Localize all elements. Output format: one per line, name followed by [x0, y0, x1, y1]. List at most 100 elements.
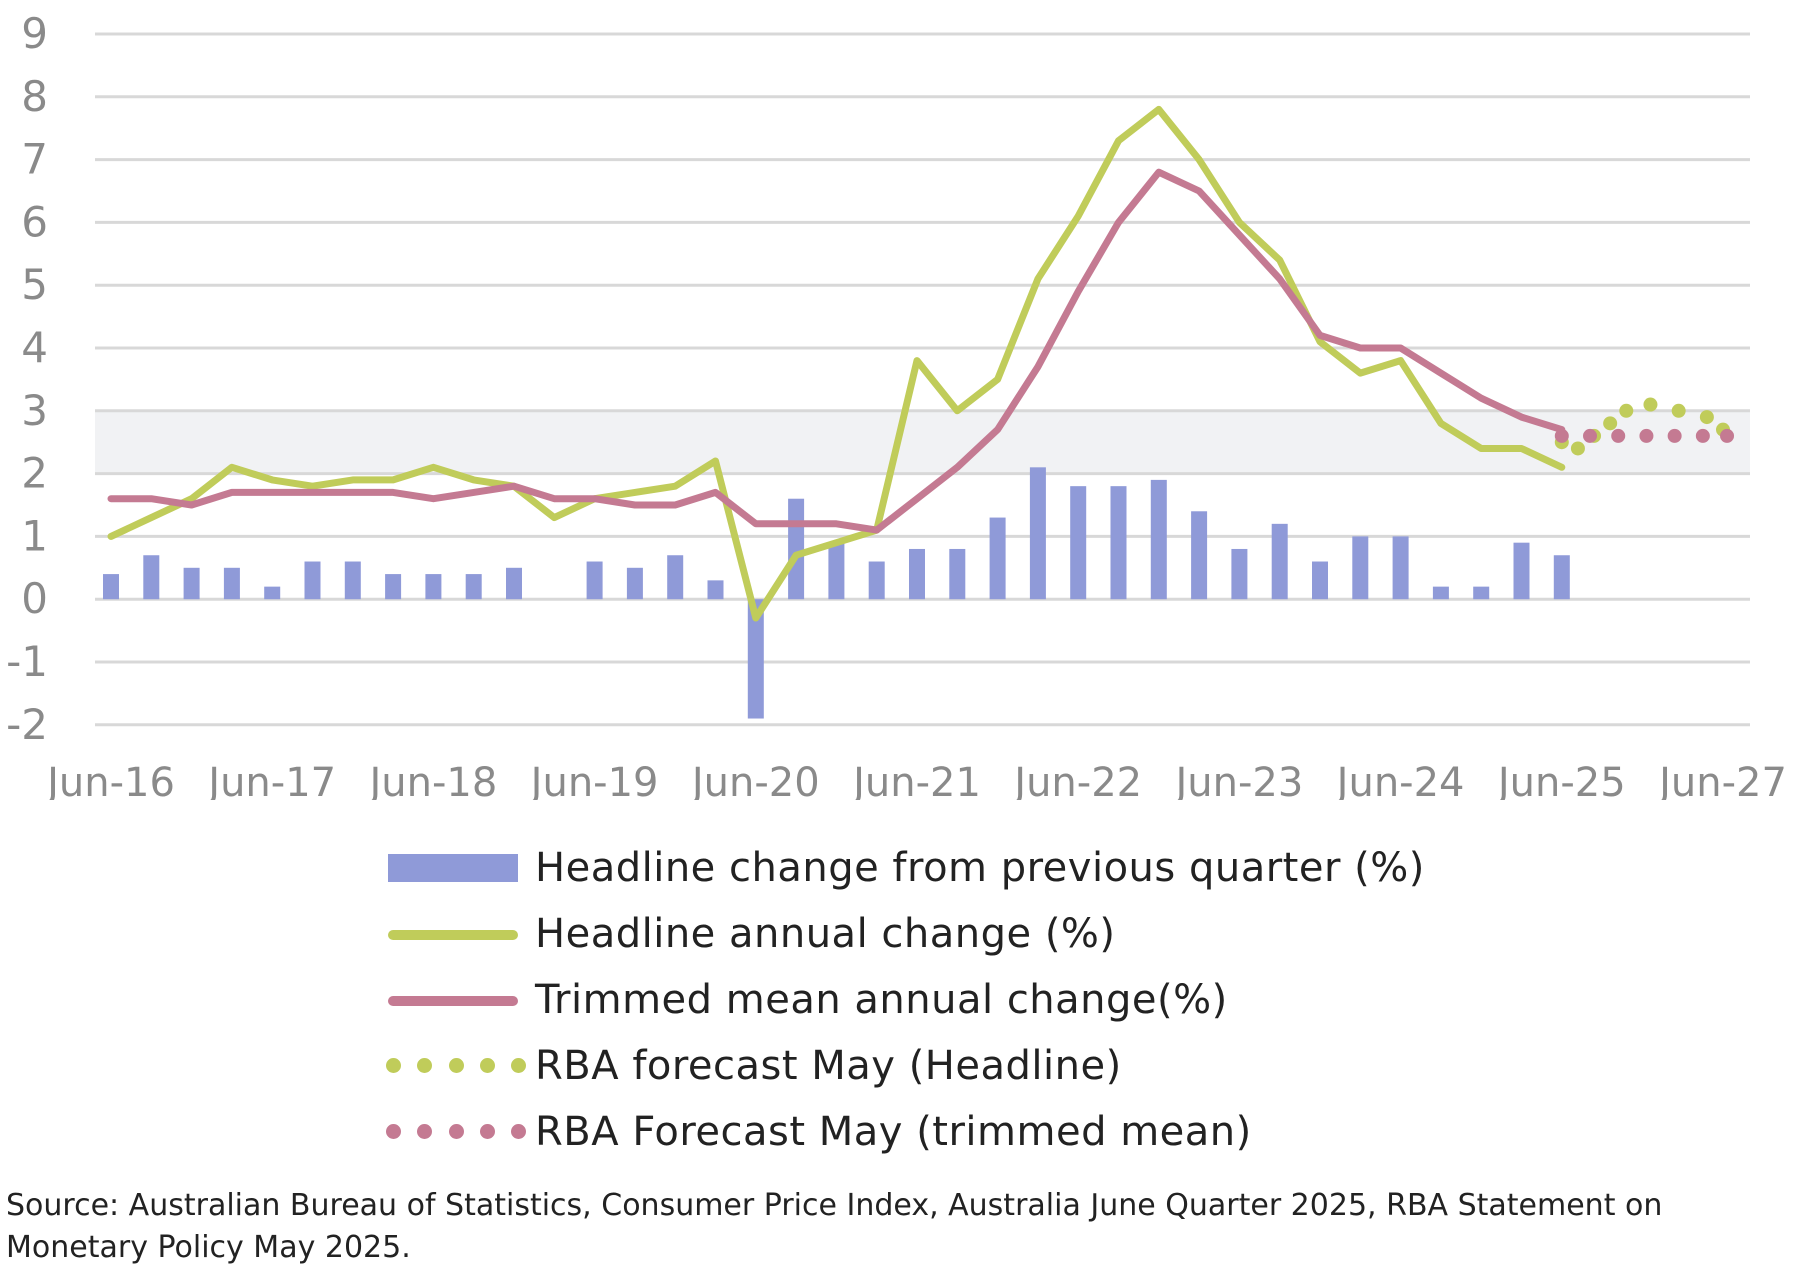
quarterly-change-bar	[264, 586, 281, 600]
legend-swatch-line	[380, 980, 525, 1020]
quarterly-change-bar	[506, 567, 522, 600]
quarterly-change-bar	[909, 548, 925, 600]
quarterly-change-bar	[1352, 536, 1369, 600]
quarterly-change-bar	[989, 517, 1006, 600]
source-note: Source: Australian Bureau of Statistics,…	[6, 1188, 1663, 1265]
quarterly-change-bar	[1029, 467, 1046, 600]
forecast-headline-dot	[1643, 397, 1658, 412]
y-tick-label: -1	[6, 637, 48, 686]
quarterly-change-bar	[1432, 586, 1449, 600]
legend-item-forecast-trimmed-mean: RBA Forecast May (trimmed mean)	[380, 1099, 1425, 1165]
trimmed-mean-annual-line	[107, 168, 1566, 534]
x-tick-label: Jun-19	[528, 760, 659, 800]
x-tick-label: Jun-27	[1656, 760, 1787, 800]
x-axis-ticks: Jun-16 Jun-17 Jun-18 Jun-19 Jun-20 Jun-21 Jun-…	[44, 760, 1787, 800]
y-tick-label: 5	[21, 260, 48, 309]
gridlines	[95, 32, 1750, 727]
forecast-headline-dot	[1671, 403, 1686, 418]
quarterly-change-bar	[183, 567, 200, 600]
forecast-headline-dot	[1603, 416, 1618, 431]
legend-swatch-dots	[380, 1046, 526, 1086]
y-tick-label: 9	[21, 9, 48, 58]
y-tick-label: 4	[21, 323, 48, 372]
y-tick-label: 3	[21, 386, 48, 435]
quarterly-change-bar	[1312, 561, 1328, 600]
x-tick-label: Jun-21	[850, 760, 981, 800]
y-tick-label: -2	[6, 700, 48, 749]
quarterly-change-bar	[465, 574, 482, 600]
x-tick-label: Jun-20	[689, 760, 820, 800]
forecast-trimmed-mean-dot	[1695, 428, 1710, 443]
quarterly-change-bar	[1392, 536, 1409, 600]
legend-label: RBA forecast May (Headline)	[535, 1043, 1122, 1089]
quarterly-change-bar	[1271, 523, 1288, 600]
y-tick-label: 7	[21, 135, 48, 184]
quarterly-change-bar	[949, 548, 966, 600]
quarterly-change-bar	[143, 555, 160, 600]
quarterly-change-bar	[1070, 486, 1087, 600]
legend-item-forecast-headline: RBA forecast May (Headline)	[380, 1033, 1425, 1099]
x-tick-label: Jun-25	[1495, 760, 1626, 800]
annual-lines	[107, 105, 1566, 622]
quarterly-change-bar	[1191, 511, 1208, 600]
y-tick-label: 0	[21, 574, 48, 623]
x-tick-label: Jun-18	[366, 760, 497, 800]
x-tick-label: Jun-16	[44, 760, 175, 800]
quarterly-change-bar	[707, 580, 724, 600]
legend-swatch-dots	[380, 1112, 526, 1152]
forecast-trimmed-mean-dot	[1583, 428, 1598, 443]
y-tick-label: 2	[21, 449, 48, 498]
quarterly-change-bar	[103, 574, 119, 600]
forecast-headline-dot	[1619, 403, 1634, 418]
target-band-layer	[95, 410, 1750, 474]
x-tick-label: Jun-23	[1172, 760, 1303, 800]
quarterly-change-bar	[1473, 586, 1490, 600]
forecast-trimmed-mean-dot	[1667, 428, 1682, 443]
forecast-headline-dot	[1570, 441, 1585, 456]
legend-swatch-line	[380, 914, 525, 954]
legend: Headline change from previous quarter (%…	[380, 835, 1425, 1165]
forecast-trimmed-mean-dot	[1554, 428, 1569, 443]
quarterly-change-bar	[1553, 555, 1570, 600]
legend-label: Headline change from previous quarter (%…	[535, 845, 1425, 891]
quarterly-change-bar	[868, 561, 885, 600]
quarterly-bars	[103, 467, 1570, 719]
quarterly-change-bar	[425, 574, 442, 600]
quarterly-change-bar	[1513, 542, 1530, 600]
quarterly-change-bar	[1150, 479, 1167, 600]
quarterly-change-bar	[344, 561, 361, 600]
legend-item-trimmed-mean-annual: Trimmed mean annual change(%)	[380, 967, 1425, 1033]
legend-label: Trimmed mean annual change(%)	[535, 977, 1228, 1023]
legend-label: Headline annual change (%)	[535, 911, 1116, 957]
quarterly-change-bar	[667, 555, 684, 600]
forecast-dots	[1554, 397, 1735, 456]
forecast-trimmed-mean-dot	[1611, 428, 1626, 443]
forecast-trimmed-mean-dot	[1639, 428, 1654, 443]
forecast-headline-dot	[1699, 410, 1714, 425]
x-tick-label: Jun-22	[1011, 760, 1142, 800]
quarterly-change-bar	[586, 561, 603, 600]
legend-item-headline-annual: Headline annual change (%)	[380, 901, 1425, 967]
quarterly-change-bar	[828, 542, 845, 600]
y-tick-label: 1	[21, 511, 48, 560]
legend-label: RBA Forecast May (trimmed mean)	[535, 1109, 1252, 1155]
quarterly-change-bar	[1110, 486, 1127, 600]
quarterly-change-bar	[747, 599, 764, 719]
x-tick-label: Jun-24	[1334, 760, 1465, 800]
y-tick-label: 6	[21, 197, 48, 246]
headline-annual-line	[107, 105, 1566, 622]
y-axis-ticks: 9 8 7 6 5 4 3 2 1 0 -1 -2	[6, 9, 48, 749]
quarterly-change-bar	[1231, 548, 1248, 600]
x-tick-label: Jun-17	[205, 760, 336, 800]
quarterly-change-bar	[385, 574, 402, 600]
quarterly-change-bar	[304, 561, 321, 600]
quarterly-change-bar	[626, 567, 643, 600]
forecast-trimmed-mean-dot	[1720, 428, 1735, 443]
quarterly-change-bar	[788, 498, 805, 600]
quarterly-change-bar	[223, 567, 240, 600]
target-band	[95, 410, 1750, 474]
legend-item-quarterly-change: Headline change from previous quarter (%…	[380, 835, 1425, 901]
legend-swatch-bar	[380, 848, 525, 888]
y-tick-label: 8	[21, 72, 48, 121]
